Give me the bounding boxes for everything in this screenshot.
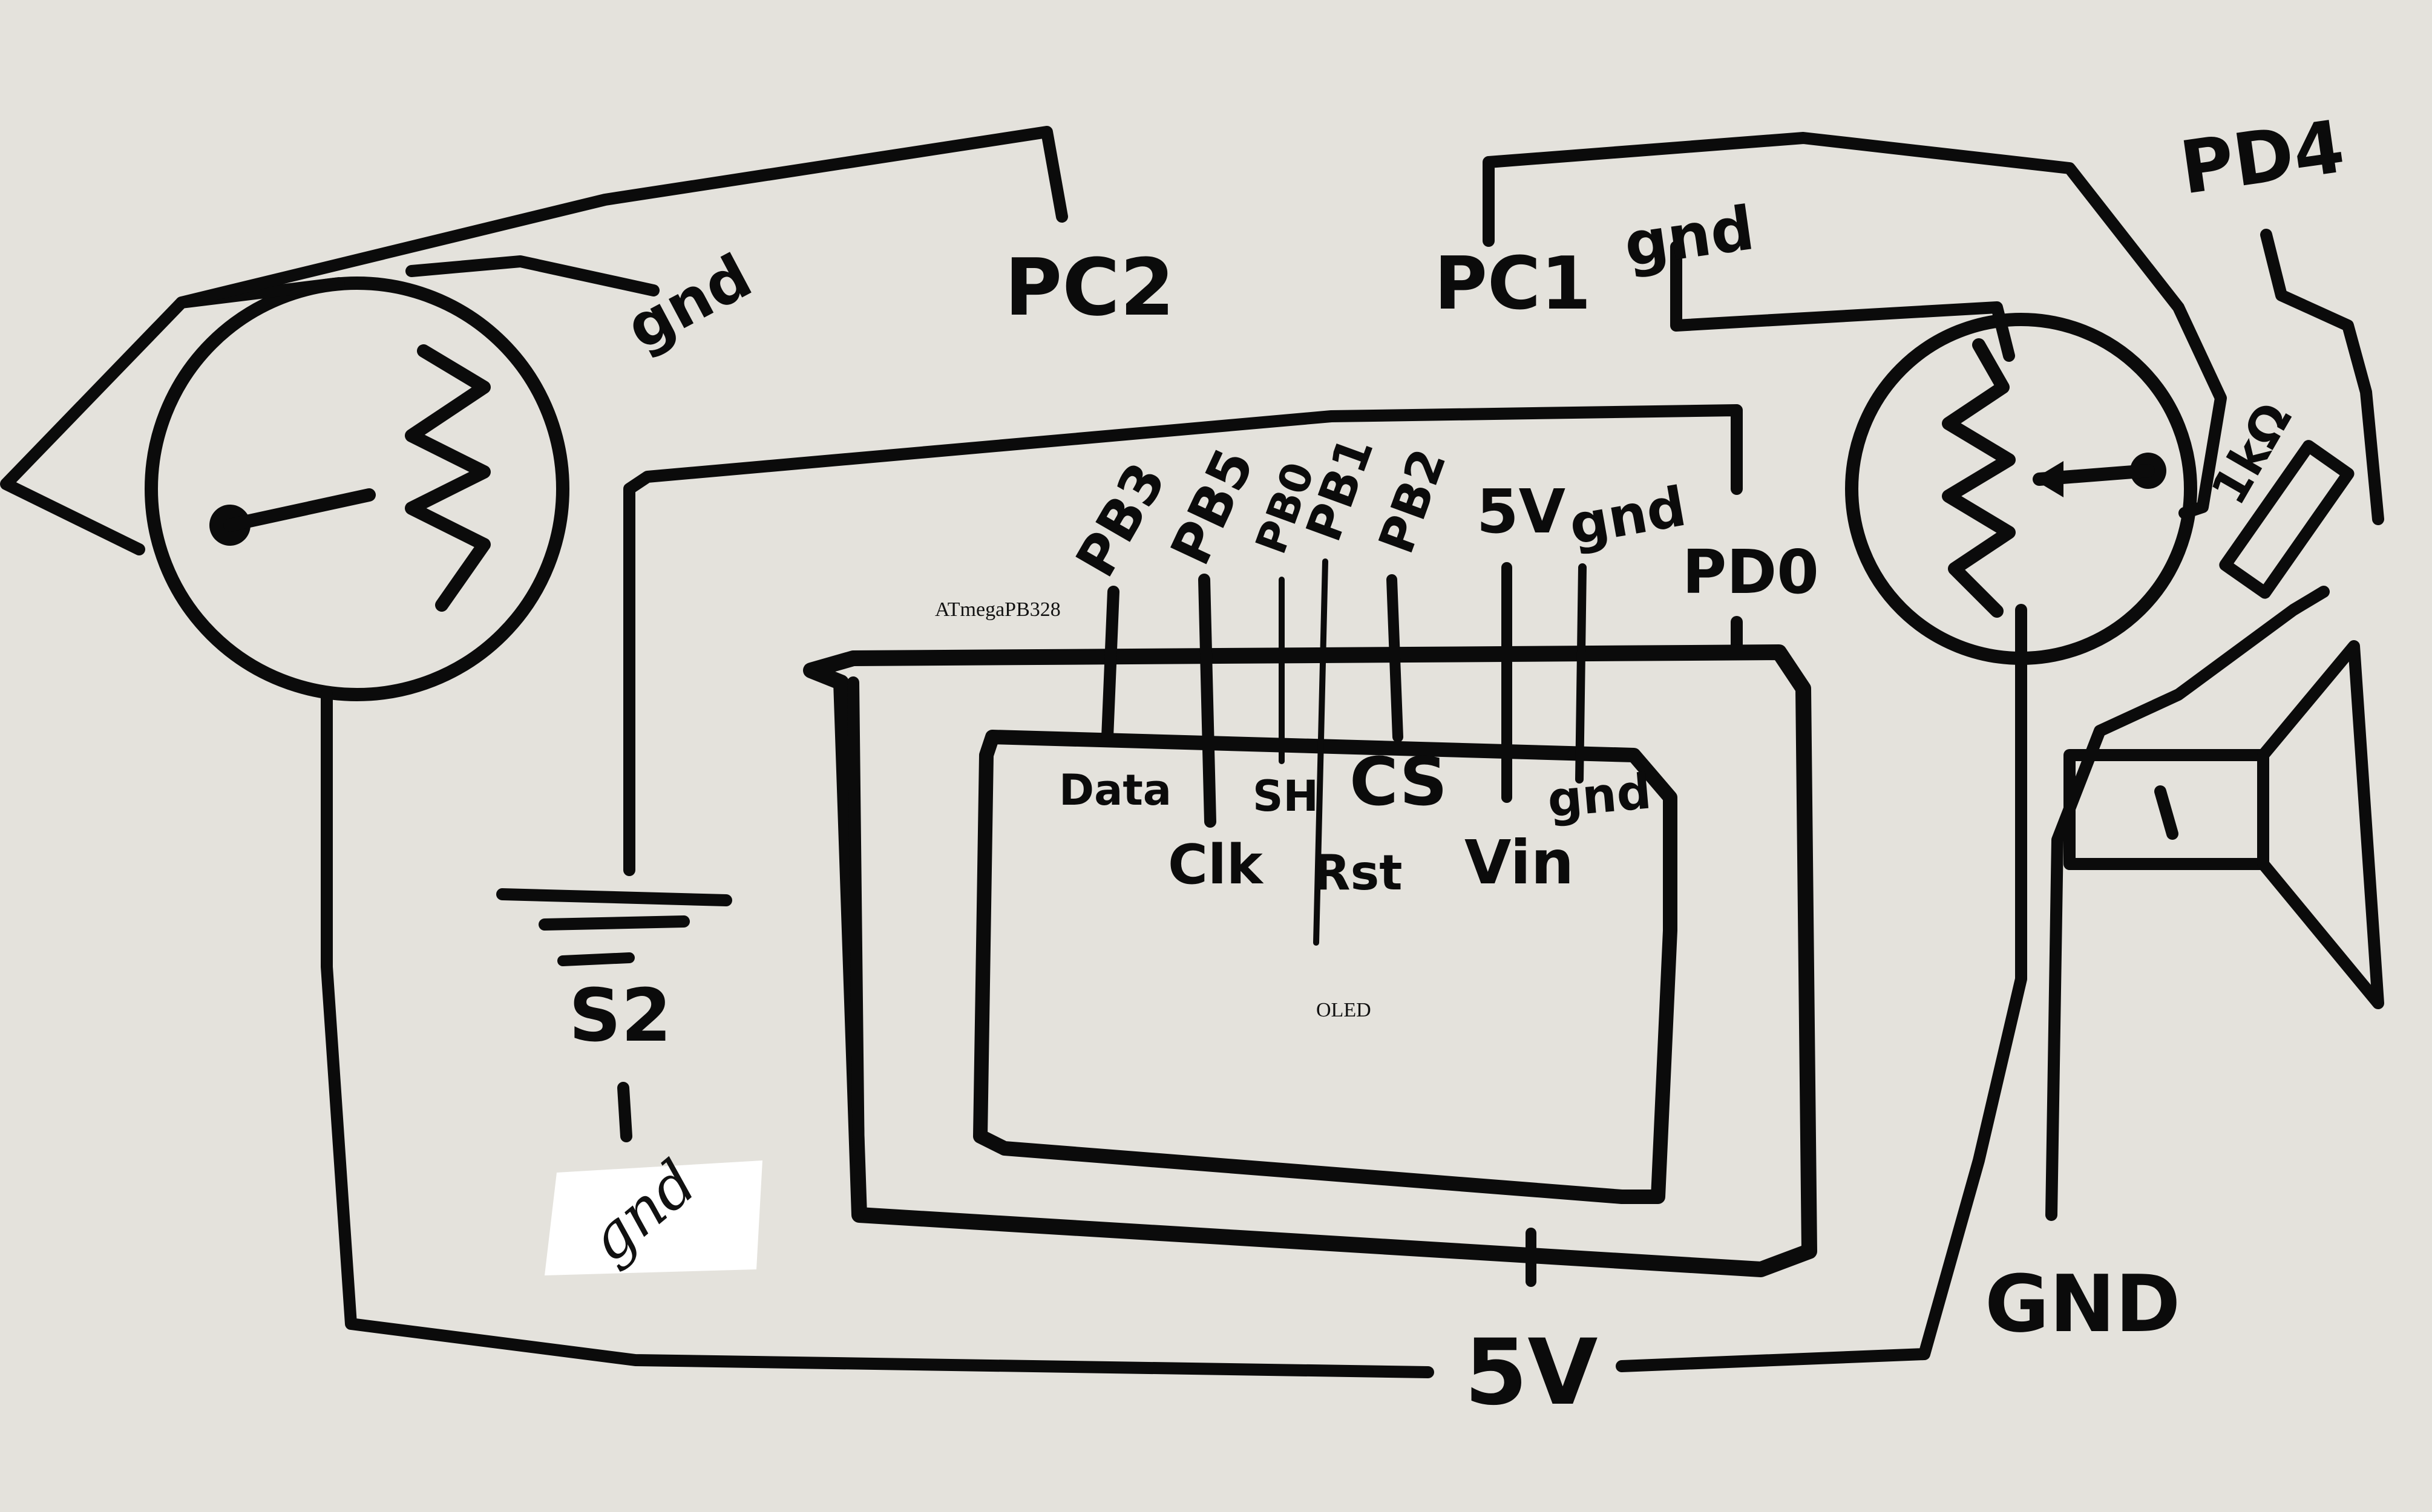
- switch-icon: [496, 888, 732, 1142]
- mcu-pin-lines: [1101, 558, 1587, 946]
- label-oled-clk: Clk: [1168, 833, 1264, 897]
- wires: [0, 126, 2384, 1378]
- label-oled-cs: CS: [1349, 743, 1447, 820]
- speaker-icon: [2063, 640, 2384, 1009]
- label-pb2: PB2: [1368, 442, 1457, 561]
- label-rail-5v: 5V: [1464, 1320, 1598, 1425]
- label-gnd-left-pot: gnd: [615, 240, 762, 364]
- label-pc2: PC2: [1005, 241, 1175, 333]
- label-mcu-5v: 5V: [1477, 476, 1565, 547]
- left-potentiometer-icon: [145, 277, 569, 701]
- label-rail-gnd: GND: [1985, 1258, 2180, 1350]
- label-switch: S2: [569, 974, 672, 1058]
- oled-outline: [973, 730, 1677, 1204]
- right-potentiometer-icon: [1845, 313, 2197, 665]
- label-gnd-right-pot: gnd: [1620, 192, 1758, 281]
- label-oled-vin: Vin: [1464, 827, 1574, 898]
- label-mcu-gnd: gnd: [1565, 475, 1691, 558]
- label-oled-gnd: gnd: [1545, 763, 1654, 828]
- label-pd0: PD0: [1682, 537, 1819, 607]
- label-oled-rst: Rst: [1313, 845, 1402, 901]
- label-pb3: PB3: [1064, 453, 1179, 587]
- label-oled-name: OLED: [1316, 999, 1371, 1021]
- mcu-outline: [803, 644, 1817, 1287]
- label-oled-sh: SH: [1253, 771, 1319, 821]
- eraser-patch: [545, 1160, 762, 1275]
- label-pb5: PB5: [1159, 439, 1267, 574]
- label-pd4: PD4: [2175, 105, 2350, 211]
- label-pc1: PC1: [1434, 242, 1591, 326]
- label-mcu-name: ATmegaPB328: [935, 598, 1061, 621]
- label-oled-data: Data: [1059, 765, 1172, 815]
- resistor-icon: [2219, 440, 2355, 599]
